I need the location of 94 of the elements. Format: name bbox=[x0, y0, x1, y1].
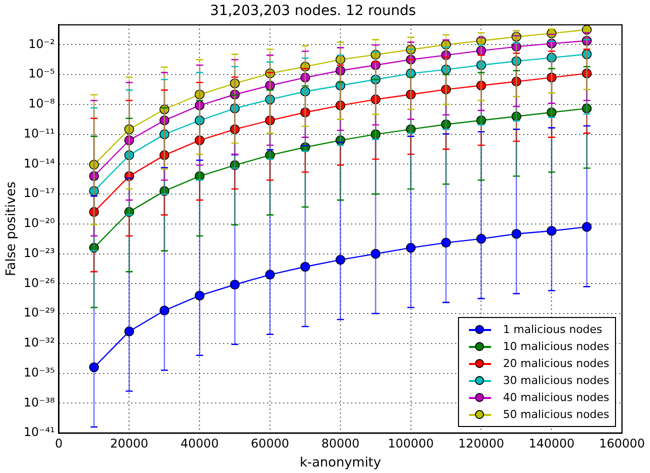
point bbox=[370, 248, 381, 259]
x-tick-label: 120000 bbox=[458, 436, 504, 450]
point bbox=[124, 124, 134, 134]
point bbox=[89, 362, 99, 372]
y-tick-label: 10⁻³² bbox=[24, 336, 56, 350]
point bbox=[89, 160, 99, 170]
x-tick-label: 80000 bbox=[321, 436, 360, 450]
point bbox=[230, 124, 240, 134]
chart-title: 31,203,203 nodes. 12 rounds bbox=[210, 3, 416, 20]
x-tick-label: 20000 bbox=[110, 436, 148, 450]
x-tick-label: 140000 bbox=[528, 436, 575, 450]
point bbox=[265, 270, 275, 280]
point bbox=[441, 84, 451, 94]
point bbox=[89, 186, 99, 196]
point bbox=[265, 80, 275, 90]
point bbox=[582, 49, 592, 60]
point bbox=[89, 171, 99, 182]
point bbox=[512, 56, 522, 66]
point bbox=[124, 150, 134, 160]
point bbox=[194, 116, 205, 126]
x-tick-label: 0 bbox=[55, 436, 63, 450]
point bbox=[300, 107, 310, 118]
x-tick-label: 100000 bbox=[388, 436, 434, 450]
point bbox=[512, 76, 522, 86]
point bbox=[336, 254, 346, 265]
point bbox=[406, 68, 416, 78]
point bbox=[194, 135, 205, 146]
point bbox=[230, 78, 240, 88]
x-axis-title: k-anonymity bbox=[300, 456, 382, 471]
point bbox=[194, 100, 205, 110]
point bbox=[476, 234, 486, 244]
legend-label: 50 malicious nodes bbox=[503, 407, 610, 423]
point bbox=[336, 66, 346, 76]
point bbox=[476, 60, 486, 70]
y-tick-label: 10⁻²³ bbox=[24, 246, 56, 260]
point bbox=[406, 90, 416, 100]
point bbox=[582, 222, 592, 232]
point bbox=[441, 64, 451, 74]
legend-label: 30 malicious nodes bbox=[503, 373, 610, 389]
point bbox=[124, 135, 134, 146]
point bbox=[160, 116, 170, 126]
point bbox=[89, 207, 99, 217]
point bbox=[546, 107, 557, 118]
y-tick-label: 10⁻² bbox=[28, 36, 56, 51]
y-tick-label: 10⁻³⁵ bbox=[24, 365, 56, 380]
legend-label: 1 malicious nodes bbox=[503, 322, 602, 338]
y-tick-label: 10⁻¹⁴ bbox=[24, 156, 56, 170]
point bbox=[512, 228, 522, 239]
point bbox=[336, 100, 346, 110]
y-tick-label: 10⁻⁸ bbox=[28, 96, 56, 111]
legend-label: 10 malicious nodes bbox=[503, 339, 610, 355]
point bbox=[300, 86, 310, 96]
y-tick-label: 10⁻⁴¹ bbox=[24, 425, 56, 440]
y-tick-label: 10⁻¹¹ bbox=[24, 126, 56, 140]
point bbox=[230, 280, 240, 290]
y-tick-label: 10⁻²⁹ bbox=[24, 306, 56, 320]
point bbox=[582, 104, 592, 114]
point bbox=[124, 326, 134, 336]
y-tick-label: 10⁻⁵ bbox=[28, 66, 56, 81]
point bbox=[300, 72, 310, 82]
point bbox=[160, 129, 170, 140]
point bbox=[476, 116, 486, 126]
y-tick-label: 10⁻²⁰ bbox=[24, 216, 56, 230]
point bbox=[546, 72, 557, 82]
point bbox=[441, 238, 451, 248]
legend-label: 20 malicious nodes bbox=[503, 356, 610, 372]
y-axis-title: False positives bbox=[4, 181, 20, 276]
point bbox=[476, 80, 486, 90]
point bbox=[582, 68, 592, 78]
x-tick-label: 160000 bbox=[599, 436, 645, 450]
point bbox=[370, 94, 381, 104]
point bbox=[194, 90, 205, 100]
point bbox=[160, 306, 170, 316]
y-tick-label: 10⁻¹⁷ bbox=[24, 186, 56, 200]
point bbox=[194, 290, 205, 301]
point bbox=[441, 119, 451, 130]
point bbox=[370, 129, 381, 140]
y-tick-label: 10⁻³⁸ bbox=[24, 395, 56, 410]
point bbox=[336, 54, 346, 64]
point bbox=[406, 242, 416, 253]
point bbox=[265, 116, 275, 126]
point bbox=[476, 46, 486, 56]
point bbox=[512, 112, 522, 122]
x-tick-label: 60000 bbox=[250, 436, 290, 450]
legend-label: 40 malicious nodes bbox=[503, 390, 610, 406]
x-tick-label: 40000 bbox=[180, 436, 219, 450]
point bbox=[230, 104, 240, 114]
point bbox=[546, 52, 557, 63]
point bbox=[512, 42, 522, 52]
point bbox=[300, 262, 310, 272]
point bbox=[160, 150, 170, 160]
point bbox=[546, 226, 557, 236]
y-tick-label: 10⁻²⁶ bbox=[24, 276, 56, 290]
point bbox=[265, 94, 275, 104]
